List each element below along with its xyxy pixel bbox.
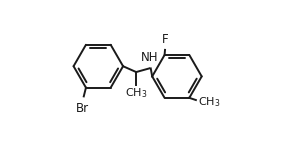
Text: F: F (162, 32, 169, 46)
Text: CH$_3$: CH$_3$ (125, 87, 147, 100)
Text: NH: NH (141, 51, 159, 64)
Text: CH$_3$: CH$_3$ (198, 95, 221, 109)
Text: Br: Br (76, 102, 89, 115)
